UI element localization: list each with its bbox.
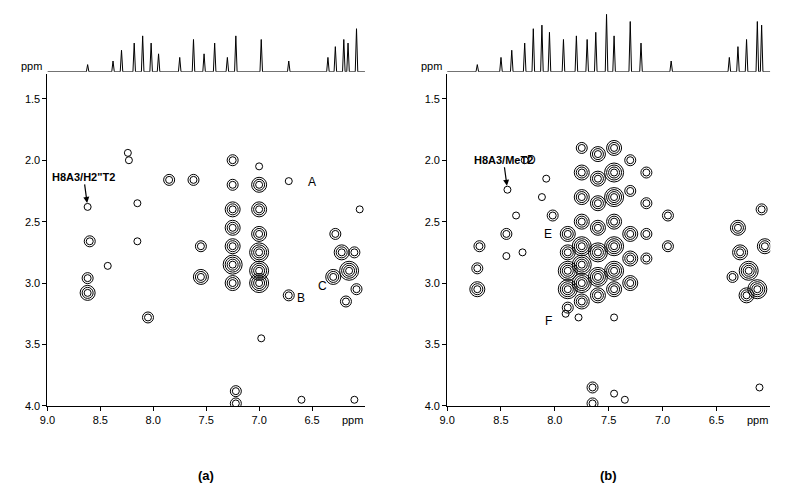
svg-text:3.5: 3.5 — [425, 338, 440, 350]
svg-text:2.0: 2.0 — [425, 154, 440, 166]
svg-text:H8A3/H2"T2: H8A3/H2"T2 — [52, 171, 115, 183]
svg-text:4.0: 4.0 — [25, 400, 40, 412]
svg-text:7.0: 7.0 — [251, 414, 266, 426]
svg-text:9.0: 9.0 — [40, 414, 55, 426]
svg-text:7.0: 7.0 — [655, 414, 670, 426]
svg-text:ppm: ppm — [21, 60, 42, 72]
svg-text:ppm: ppm — [342, 414, 363, 426]
svg-text:7.5: 7.5 — [601, 414, 616, 426]
svg-text:3.5: 3.5 — [25, 338, 40, 350]
svg-text:1.5: 1.5 — [25, 93, 40, 105]
svg-text:7.5: 7.5 — [199, 414, 214, 426]
svg-text:(a): (a) — [198, 468, 214, 483]
svg-text:8.5: 8.5 — [93, 414, 108, 426]
svg-text:8.0: 8.0 — [547, 414, 562, 426]
svg-text:ppm: ppm — [421, 60, 442, 72]
svg-text:6.5: 6.5 — [709, 414, 724, 426]
svg-text:9.0: 9.0 — [439, 414, 454, 426]
svg-text:A: A — [308, 175, 316, 189]
svg-text:8.0: 8.0 — [146, 414, 161, 426]
svg-text:D: D — [527, 153, 536, 167]
svg-text:4.0: 4.0 — [425, 400, 440, 412]
svg-text:8.5: 8.5 — [493, 414, 508, 426]
svg-text:B: B — [297, 291, 305, 305]
svg-text:ppm: ppm — [747, 414, 768, 426]
svg-text:(b): (b) — [600, 468, 617, 483]
svg-text:2.5: 2.5 — [425, 216, 440, 228]
svg-text:F: F — [545, 314, 552, 328]
svg-text:1.5: 1.5 — [425, 93, 440, 105]
svg-text:6.5: 6.5 — [304, 414, 319, 426]
svg-text:E: E — [544, 227, 552, 241]
svg-text:3.0: 3.0 — [425, 277, 440, 289]
svg-text:2.5: 2.5 — [25, 216, 40, 228]
svg-text:H8A3/MeT2: H8A3/MeT2 — [474, 154, 533, 166]
svg-text:3.0: 3.0 — [25, 277, 40, 289]
svg-text:2.0: 2.0 — [25, 154, 40, 166]
svg-text:C: C — [318, 279, 327, 293]
